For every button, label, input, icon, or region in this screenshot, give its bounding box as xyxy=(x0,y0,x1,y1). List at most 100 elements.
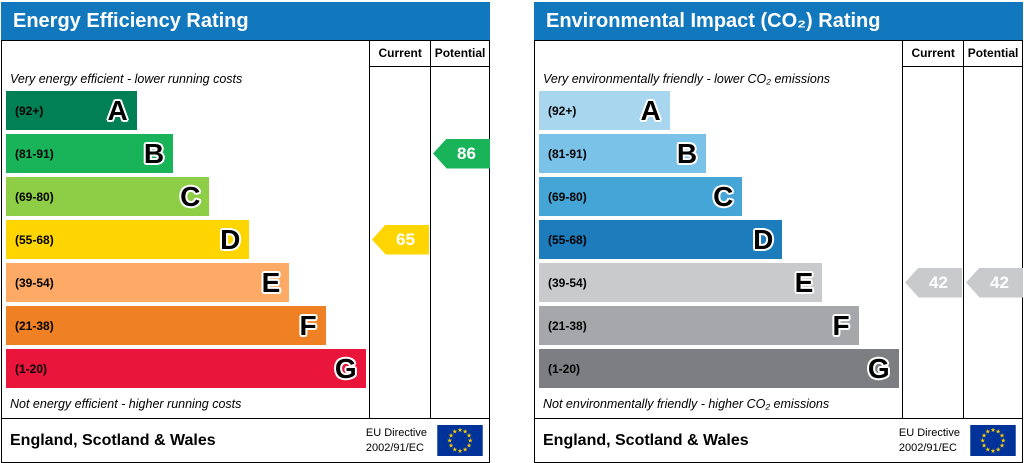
band-letter: A xyxy=(107,94,128,126)
svg-text:★: ★ xyxy=(457,448,463,455)
band-letter: C xyxy=(180,180,201,212)
current-column-header: Current xyxy=(369,41,431,67)
band-letter: E xyxy=(261,266,281,298)
current-rating-value: 65 xyxy=(396,229,415,249)
svg-text:★: ★ xyxy=(1001,438,1007,445)
column-header-row: Current Potential xyxy=(2,41,489,67)
svg-text:★: ★ xyxy=(457,427,463,434)
band-range-label: (92+) xyxy=(15,103,44,118)
environmental-chart-body: Very environmentally friendly - lower CO… xyxy=(535,67,1023,418)
energy-band-a: (92+) A xyxy=(6,91,137,130)
energy-bands-column: Very energy efficient - lower running co… xyxy=(2,67,369,418)
current-column-header: Current xyxy=(902,41,964,67)
svg-text:★: ★ xyxy=(985,429,991,436)
bottom-note: Not energy efficient - higher running co… xyxy=(10,397,242,411)
region-label: England, Scotland & Wales xyxy=(543,431,749,449)
energy-panel-title: Energy Efficiency Rating xyxy=(1,2,490,40)
current-column xyxy=(369,67,430,418)
band-letter: C xyxy=(713,180,734,212)
environmental-bands: (92+) A (81-91) B (69-80) C (55-68) xyxy=(535,91,902,388)
potential-rating-pointer: 42 xyxy=(966,267,1023,298)
band-letter: B xyxy=(676,137,698,169)
co2-band-g: (1-20) G xyxy=(539,349,899,388)
energy-band-d: (55-68) D xyxy=(6,220,250,259)
svg-text:★: ★ xyxy=(999,443,1005,450)
energy-band-e: (39-54) E xyxy=(6,263,290,302)
svg-text:★: ★ xyxy=(990,427,996,434)
band-range-label: (69-80) xyxy=(15,189,54,204)
band-letter: F xyxy=(832,309,850,341)
svg-text:★: ★ xyxy=(981,432,987,439)
svg-text:★: ★ xyxy=(447,438,453,445)
co2-band-f: (21-38) F xyxy=(539,306,859,345)
band-letter: G xyxy=(867,352,890,384)
band-letter: E xyxy=(794,266,814,298)
band-range-label: (92+) xyxy=(548,103,577,118)
column-header-row: Current Potential xyxy=(535,41,1022,67)
svg-text:★: ★ xyxy=(981,443,987,450)
potential-column-header: Potential xyxy=(963,41,1022,67)
band-letter: G xyxy=(334,352,357,384)
region-label: England, Scotland & Wales xyxy=(10,431,216,449)
environmental-panel-footer: England, Scotland & Wales EU Directive 2… xyxy=(535,418,1022,462)
potential-column xyxy=(430,67,489,418)
svg-text:★: ★ xyxy=(452,447,458,454)
svg-text:★: ★ xyxy=(999,432,1005,439)
environmental-impact-panel: Environmental Impact (CO₂) Rating Curren… xyxy=(534,2,1023,463)
top-note: Very energy efficient - lower running co… xyxy=(10,72,243,86)
top-note: Very environmentally friendly - lower CO… xyxy=(543,72,831,86)
svg-text:★: ★ xyxy=(448,432,454,439)
svg-text:★: ★ xyxy=(466,432,472,439)
potential-column xyxy=(963,67,1022,418)
svg-text:★: ★ xyxy=(985,447,991,454)
band-letter: A xyxy=(640,94,661,126)
svg-text:★: ★ xyxy=(448,443,454,450)
main-column-spacer xyxy=(535,41,902,67)
eu-directive-label: EU Directive 2002/91/EC xyxy=(365,427,427,454)
environmental-panel-title: Environmental Impact (CO₂) Rating xyxy=(534,2,1023,40)
potential-column-header: Potential xyxy=(430,41,489,67)
energy-band-g: (1-20) G xyxy=(6,349,366,388)
current-rating-pointer: 42 xyxy=(905,267,962,298)
band-range-label: (1-20) xyxy=(15,361,48,376)
potential-rating-value: 42 xyxy=(990,272,1009,292)
energy-efficiency-panel: Energy Efficiency Rating Current Potenti… xyxy=(1,2,490,463)
energy-rating-table: Current Potential Very energy efficient … xyxy=(1,40,490,463)
svg-text:★: ★ xyxy=(462,429,468,436)
band-range-label: (55-68) xyxy=(15,232,54,247)
svg-text:★: ★ xyxy=(995,429,1001,436)
co2-band-d: (55-68) D xyxy=(539,220,783,259)
band-range-label: (39-54) xyxy=(15,275,54,290)
current-rating-pointer: 65 xyxy=(372,224,429,255)
band-range-label: (55-68) xyxy=(548,232,587,247)
svg-text:★: ★ xyxy=(990,448,996,455)
potential-rating-pointer: 86 xyxy=(433,138,490,169)
band-range-label: (1-20) xyxy=(548,361,581,376)
environmental-bands-column: Very environmentally friendly - lower CO… xyxy=(535,67,902,418)
svg-text:★: ★ xyxy=(980,438,986,445)
eu-flag-icon: ★ ★★ ★★★ ★★★ ★★★ xyxy=(970,425,1016,456)
band-letter: F xyxy=(299,309,317,341)
bottom-note: Not environmentally friendly - higher CO… xyxy=(543,397,830,411)
current-column xyxy=(902,67,963,418)
co2-band-c: (69-80) C xyxy=(539,177,743,216)
eu-directive-label: EU Directive 2002/91/EC xyxy=(898,427,960,454)
co2-band-b: (81-91) B xyxy=(539,134,707,173)
potential-rating-value: 86 xyxy=(457,143,476,163)
co2-band-e: (39-54) E xyxy=(539,263,823,302)
svg-text:★: ★ xyxy=(462,447,468,454)
current-rating-value: 42 xyxy=(929,272,948,292)
energy-bands: (92+) A (81-91) B (69-80) C (55-68) xyxy=(2,91,369,388)
svg-text:★: ★ xyxy=(466,443,472,450)
energy-panel-footer: England, Scotland & Wales EU Directive 2… xyxy=(2,418,489,462)
band-range-label: (69-80) xyxy=(548,189,587,204)
band-range-label: (21-38) xyxy=(15,318,54,333)
band-range-label: (39-54) xyxy=(548,275,587,290)
co2-band-a: (92+) A xyxy=(539,91,670,130)
energy-chart-body: Very energy efficient - lower running co… xyxy=(2,67,490,418)
band-letter: D xyxy=(220,223,241,255)
band-letter: B xyxy=(143,137,165,169)
svg-text:★: ★ xyxy=(468,438,474,445)
main-column-spacer xyxy=(2,41,369,67)
